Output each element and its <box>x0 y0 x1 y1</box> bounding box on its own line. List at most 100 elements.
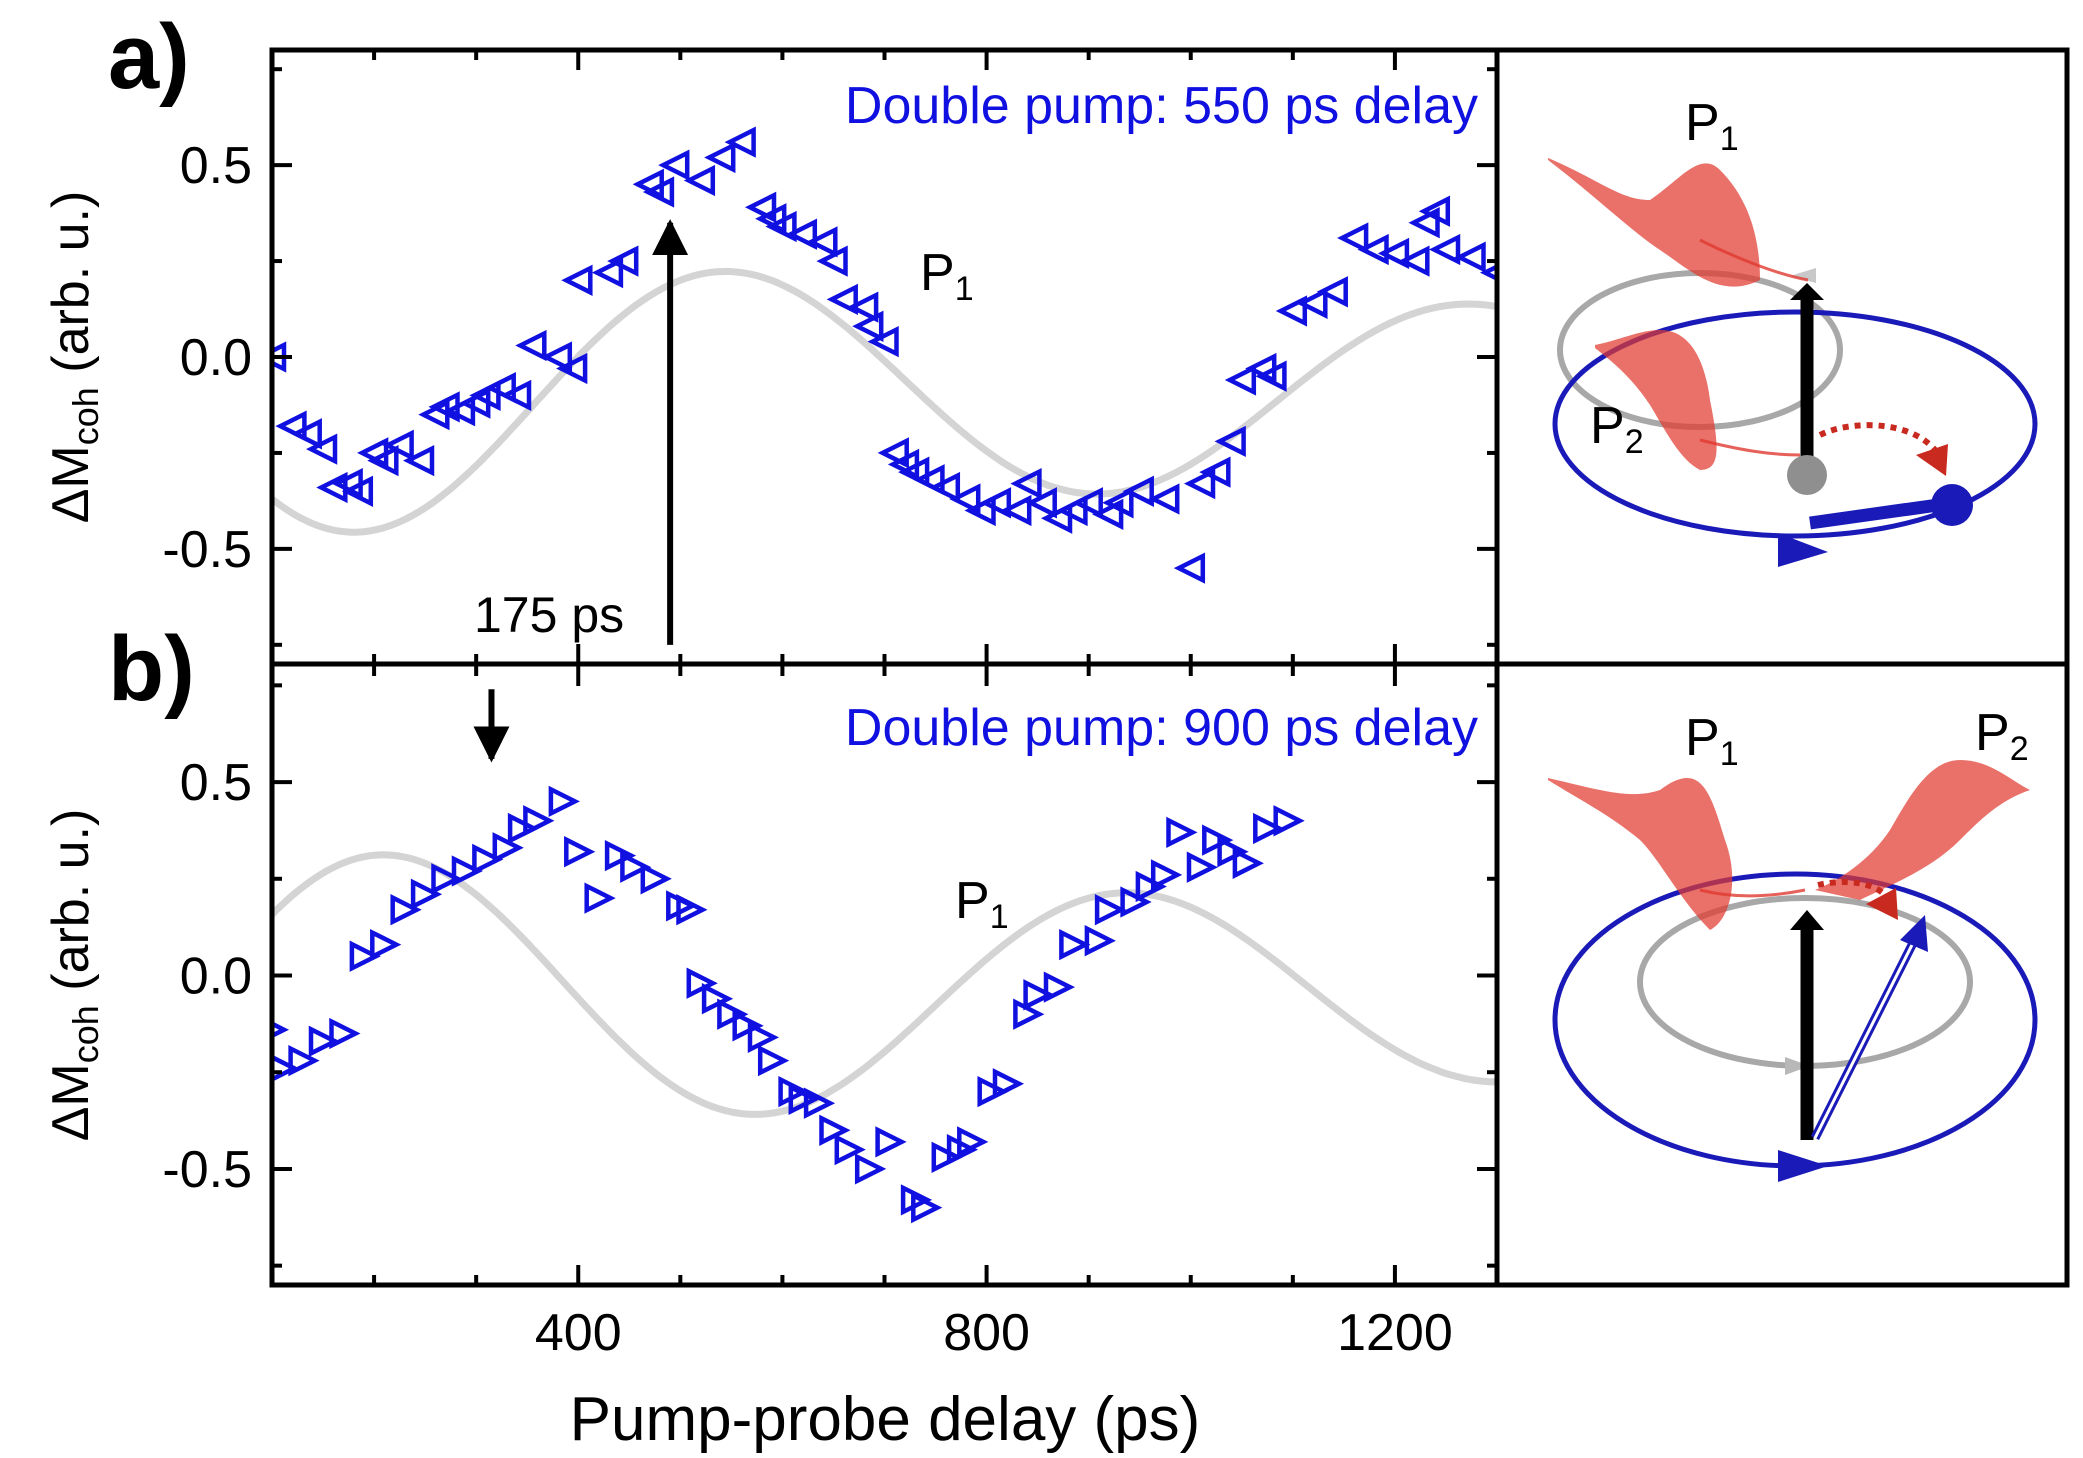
inset-b-p1-label: P1 <box>1685 709 1739 773</box>
data-point <box>852 310 884 342</box>
data-point <box>803 1087 836 1119</box>
data-point <box>957 1126 989 1158</box>
data-point <box>1010 467 1042 500</box>
inset-b-pulse-p1-icon <box>1548 778 1733 930</box>
x-tick-label: 1200 <box>1337 1304 1453 1362</box>
data-point <box>1224 364 1257 396</box>
inset-a-blue-vector <box>1809 497 1946 530</box>
data-point <box>1255 360 1287 392</box>
data-point <box>854 1153 887 1185</box>
data-point <box>349 940 381 972</box>
data-point <box>607 245 639 277</box>
inset-b-pulse-p2-icon <box>1815 760 2030 900</box>
data-point <box>788 1083 820 1115</box>
data-point <box>402 444 435 477</box>
inset-b-black-vector-head-icon <box>1790 910 1824 930</box>
data-point <box>717 998 749 1030</box>
inset-b-precession-arrowhead-icon <box>1866 888 1898 920</box>
data-point <box>620 851 652 883</box>
data-point <box>1232 847 1264 879</box>
data-point <box>1202 824 1234 856</box>
panel-a-y-axis: 0.5 0.0 -0.5 <box>162 50 1499 664</box>
data-point <box>658 149 690 181</box>
data-point <box>819 1114 851 1146</box>
y-tick-label: -0.5 <box>162 1141 252 1199</box>
inset-b-blue-orbit-arrow-icon <box>1778 1150 1828 1182</box>
data-point <box>556 352 588 385</box>
data-point <box>548 785 580 818</box>
data-point <box>1059 928 1091 961</box>
data-point <box>1000 494 1032 527</box>
x-tick-label: 800 <box>943 1304 1030 1362</box>
data-point <box>877 437 909 469</box>
inset-b-blue-vector-head-icon <box>1900 915 1928 952</box>
data-point <box>913 464 945 496</box>
data-point <box>1273 805 1305 837</box>
data-point <box>826 283 858 316</box>
data-point <box>341 475 374 507</box>
data-point <box>515 329 547 362</box>
data-point <box>1084 925 1116 957</box>
data-point <box>507 812 540 845</box>
data-point <box>591 256 624 289</box>
data-point <box>875 1126 907 1158</box>
data-point <box>431 863 463 895</box>
data-point <box>1296 287 1328 319</box>
panel-a-label: a) <box>108 6 190 108</box>
data-point <box>928 471 961 504</box>
data-point <box>1102 487 1134 519</box>
data-point <box>806 226 838 258</box>
data-point <box>1418 195 1451 227</box>
data-point <box>1214 425 1246 458</box>
data-point <box>757 1044 790 1077</box>
data-point <box>275 410 307 442</box>
data-point <box>964 494 996 527</box>
data-point <box>704 141 736 174</box>
data-point <box>979 487 1012 519</box>
panel-a-title: Double pump: 550 ps delay <box>845 77 1478 135</box>
panel-b-reference-curve <box>272 851 1497 1118</box>
panel-a-reference-curve <box>272 268 1497 536</box>
data-point <box>288 1044 320 1077</box>
data-point <box>867 325 899 358</box>
data-point <box>1094 894 1127 926</box>
data-point <box>683 164 716 197</box>
data-point <box>686 967 718 999</box>
data-point <box>931 1141 963 1173</box>
panel-a-y-label: ΔMcoh (arb. u.) <box>42 191 106 524</box>
data-point <box>911 1191 943 1224</box>
panel-b: b) Double pump: 900 ps delay P1 0.5 0.0 -0… <box>108 618 1499 1285</box>
inset-a-gray-sphere-icon <box>1787 455 1827 495</box>
inset-b-blue-vector-core <box>1813 934 1919 1139</box>
panel-a-arrow-label: 175 ps <box>474 587 624 643</box>
panel-b-y-axis: 0.5 0.0 -0.5 <box>162 666 1499 1285</box>
data-point <box>1186 851 1219 883</box>
inset-b-pulse-p1-tail-icon <box>1699 888 1806 898</box>
inset-b-p2-label: P2 <box>1975 704 2029 768</box>
data-point <box>642 176 675 208</box>
data-point <box>329 1017 361 1050</box>
data-point <box>898 456 930 488</box>
data-point <box>390 894 422 926</box>
inset-a-gray-orbit-arrow-icon <box>1790 268 1816 283</box>
data-point <box>367 444 399 477</box>
data-point <box>540 341 573 373</box>
data-point <box>561 264 593 296</box>
data-point <box>676 894 708 926</box>
data-point <box>1056 494 1088 527</box>
data-point <box>1092 498 1124 530</box>
y-tick-label: 0.0 <box>180 329 252 387</box>
inset-a-pulse-p1-tail-icon <box>1699 238 1809 282</box>
data-point <box>1183 467 1216 500</box>
data-point <box>1408 207 1440 239</box>
panel-a: a) 175 ps Double pump: 550 ps delay P1 0… <box>108 6 1499 664</box>
data-point <box>308 1025 341 1057</box>
data-point <box>816 245 848 277</box>
y-tick-label: 0.0 <box>180 948 252 1006</box>
inset-a-blue-orbit <box>1552 309 2038 539</box>
y-tick-label: -0.5 <box>162 521 252 579</box>
panel-b-frame <box>269 661 1500 1288</box>
data-point <box>1040 502 1073 534</box>
inset-a-pulse-p1-icon <box>1548 158 1760 287</box>
y-tick-label: 0.5 <box>180 754 252 812</box>
